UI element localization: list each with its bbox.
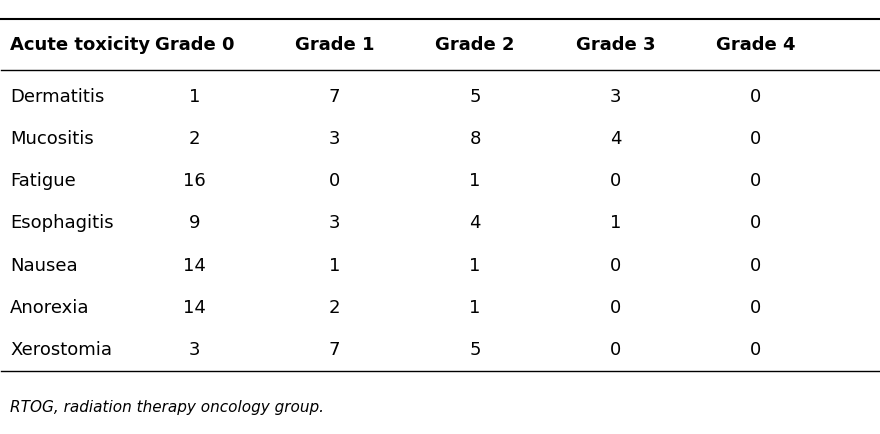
Text: 0: 0 [750,130,761,148]
Text: Grade 1: Grade 1 [295,36,375,54]
Text: Dermatitis: Dermatitis [11,88,105,105]
Text: 4: 4 [469,214,480,233]
Text: 5: 5 [469,341,480,359]
Text: Grade 4: Grade 4 [716,36,796,54]
Text: 3: 3 [188,341,200,359]
Text: 1: 1 [469,299,480,317]
Text: 2: 2 [329,299,341,317]
Text: 9: 9 [188,214,200,233]
Text: 0: 0 [610,172,621,190]
Text: 0: 0 [329,172,341,190]
Text: RTOG, radiation therapy oncology group.: RTOG, radiation therapy oncology group. [11,400,324,415]
Text: 1: 1 [188,88,200,105]
Text: 14: 14 [183,299,206,317]
Text: 0: 0 [610,341,621,359]
Text: 0: 0 [750,256,761,275]
Text: 7: 7 [329,88,341,105]
Text: Grade 2: Grade 2 [436,36,515,54]
Text: 1: 1 [329,256,341,275]
Text: Mucositis: Mucositis [11,130,94,148]
Text: 3: 3 [329,130,341,148]
Text: 8: 8 [469,130,480,148]
Text: 2: 2 [188,130,200,148]
Text: 0: 0 [610,299,621,317]
Text: 5: 5 [469,88,480,105]
Text: Anorexia: Anorexia [11,299,90,317]
Text: Grade 3: Grade 3 [576,36,656,54]
Text: 7: 7 [329,341,341,359]
Text: 3: 3 [329,214,341,233]
Text: 16: 16 [183,172,206,190]
Text: Fatigue: Fatigue [11,172,76,190]
Text: Esophagitis: Esophagitis [11,214,114,233]
Text: 0: 0 [750,88,761,105]
Text: 1: 1 [469,172,480,190]
Text: Acute toxicity: Acute toxicity [11,36,150,54]
Text: Grade 0: Grade 0 [155,36,234,54]
Text: 0: 0 [750,299,761,317]
Text: 0: 0 [750,341,761,359]
Text: 0: 0 [610,256,621,275]
Text: 1: 1 [469,256,480,275]
Text: 0: 0 [750,172,761,190]
Text: 3: 3 [610,88,621,105]
Text: 4: 4 [610,130,621,148]
Text: 0: 0 [750,214,761,233]
Text: Xerostomia: Xerostomia [11,341,112,359]
Text: 1: 1 [610,214,621,233]
Text: 14: 14 [183,256,206,275]
Text: Nausea: Nausea [11,256,77,275]
